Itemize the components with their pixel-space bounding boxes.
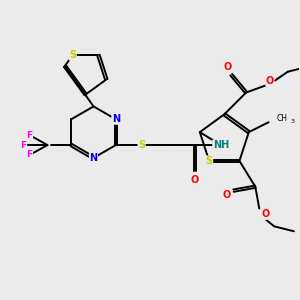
Text: O: O [261, 209, 269, 219]
Text: 3: 3 [290, 119, 294, 124]
Text: F: F [21, 140, 27, 149]
Text: F: F [26, 130, 33, 140]
Text: O: O [266, 76, 274, 85]
Text: NH: NH [213, 140, 229, 150]
Text: F: F [26, 151, 33, 160]
Text: O: O [191, 175, 199, 185]
Text: N: N [89, 153, 98, 163]
Text: S: S [138, 140, 145, 150]
Text: S: S [206, 156, 213, 166]
Text: O: O [222, 190, 231, 200]
Text: CH: CH [277, 114, 287, 123]
Text: S: S [69, 50, 76, 60]
Text: N: N [112, 114, 120, 124]
Text: O: O [223, 62, 231, 72]
